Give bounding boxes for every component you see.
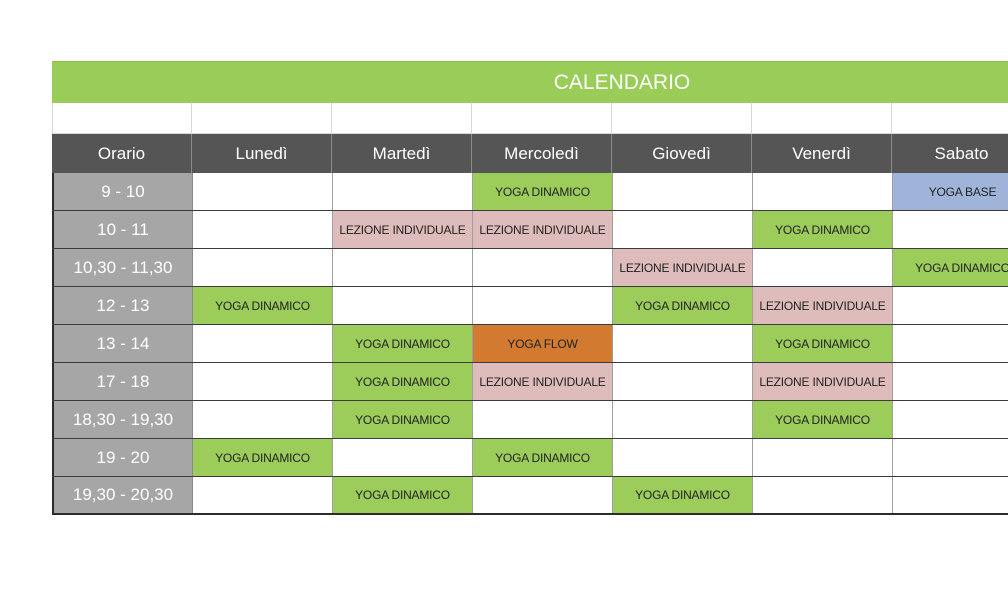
class-slot: YOGA DINAMICO — [333, 477, 473, 513]
empty-slot — [613, 363, 753, 400]
class-slot: YOGA DINAMICO — [753, 401, 893, 438]
empty-slot — [893, 439, 1008, 476]
time-cell: 9 - 10 — [52, 173, 193, 210]
class-slot: YOGA DINAMICO — [613, 477, 753, 513]
header-orario: Orario — [52, 134, 192, 173]
empty-slot — [893, 477, 1008, 513]
class-slot: YOGA DINAMICO — [473, 173, 613, 210]
class-slot: YOGA DINAMICO — [613, 287, 753, 324]
class-slot: LEZIONE INDIVIDUALE — [473, 211, 613, 248]
schedule-body: 9 - 10 YOGA DINAMICO YOGA BASE 10 - 11 LEZIO… — [52, 173, 1008, 515]
empty-slot — [893, 401, 1008, 438]
empty-slot — [753, 173, 893, 210]
empty-slot — [613, 325, 753, 362]
empty-cell — [892, 103, 1008, 134]
time-cell: 18,30 - 19,30 — [52, 401, 193, 438]
table-row: 13 - 14 YOGA DINAMICO YOGA FLOW YOGA DINAMI… — [52, 325, 1008, 363]
class-slot: YOGA DINAMICO — [473, 439, 613, 476]
table-row: 19 - 20 YOGA DINAMICO YOGA DINAMICO — [52, 439, 1008, 477]
time-cell: 13 - 14 — [52, 325, 193, 362]
class-slot: LEZIONE INDIVIDUALE — [613, 249, 753, 286]
time-cell: 19 - 20 — [52, 439, 193, 476]
class-slot: LEZIONE INDIVIDUALE — [333, 211, 473, 248]
empty-cell — [52, 103, 192, 134]
time-cell: 10,30 - 11,30 — [52, 249, 193, 286]
empty-slot — [193, 211, 333, 248]
empty-slot — [753, 439, 893, 476]
empty-slot — [893, 211, 1008, 248]
header-lunedi: Lunedì — [192, 134, 332, 173]
header-martedi: Martedì — [332, 134, 472, 173]
empty-slot — [333, 173, 473, 210]
class-slot: YOGA DINAMICO — [753, 211, 893, 248]
empty-slot — [753, 249, 893, 286]
empty-slot — [613, 401, 753, 438]
empty-slot — [193, 325, 333, 362]
time-cell: 19,30 - 20,30 — [52, 477, 193, 513]
empty-slot — [473, 287, 613, 324]
table-row: 9 - 10 YOGA DINAMICO YOGA BASE — [52, 173, 1008, 211]
empty-slot — [613, 439, 753, 476]
class-slot: YOGA DINAMICO — [753, 325, 893, 362]
empty-spacer-row — [52, 103, 1008, 134]
empty-slot — [193, 249, 333, 286]
empty-cell — [752, 103, 892, 134]
class-slot: YOGA BASE — [893, 173, 1008, 210]
table-row: 17 - 18 YOGA DINAMICO LEZIONE INDIVIDUALE L… — [52, 363, 1008, 401]
table-row: 10 - 11 LEZIONE INDIVIDUALE LEZIONE INDIVI… — [52, 211, 1008, 249]
empty-slot — [893, 287, 1008, 324]
empty-slot — [753, 477, 893, 513]
header-mercoledi: Mercoledì — [472, 134, 612, 173]
time-cell: 17 - 18 — [52, 363, 193, 400]
empty-slot — [613, 173, 753, 210]
empty-cell — [612, 103, 752, 134]
class-slot: YOGA DINAMICO — [193, 439, 333, 476]
table-row: 19,30 - 20,30 YOGA DINAMICO YOGA DINAMICO — [52, 477, 1008, 515]
empty-slot — [613, 211, 753, 248]
header-venerdi: Venerdì — [752, 134, 892, 173]
empty-slot — [333, 249, 473, 286]
empty-cell — [472, 103, 612, 134]
empty-cell — [332, 103, 472, 134]
empty-slot — [193, 363, 333, 400]
table-row: 10,30 - 11,30 LEZIONE INDIVIDUALE YOGA DIN… — [52, 249, 1008, 287]
calendar-title: CALENDARIO — [52, 61, 1008, 103]
empty-slot — [473, 401, 613, 438]
empty-slot — [333, 439, 473, 476]
header-giovedi: Giovedì — [612, 134, 752, 173]
calendar-sheet: CALENDARIO Orario Lunedì Martedì Mercole… — [52, 61, 1008, 515]
class-slot: LEZIONE INDIVIDUALE — [753, 287, 893, 324]
class-slot: LEZIONE INDIVIDUALE — [473, 363, 613, 400]
class-slot: YOGA DINAMICO — [333, 363, 473, 400]
empty-slot — [893, 325, 1008, 362]
time-cell: 12 - 13 — [52, 287, 193, 324]
class-slot: YOGA DINAMICO — [193, 287, 333, 324]
empty-slot — [333, 287, 473, 324]
empty-slot — [893, 363, 1008, 400]
empty-slot — [193, 401, 333, 438]
empty-slot — [193, 477, 333, 513]
header-row: Orario Lunedì Martedì Mercoledì Giovedì … — [52, 134, 1008, 173]
empty-slot — [473, 249, 613, 286]
class-slot: YOGA DINAMICO — [893, 249, 1008, 286]
class-slot: YOGA FLOW — [473, 325, 613, 362]
table-row: 18,30 - 19,30 YOGA DINAMICO YOGA DINAMICO — [52, 401, 1008, 439]
empty-cell — [192, 103, 332, 134]
time-cell: 10 - 11 — [52, 211, 193, 248]
class-slot: YOGA DINAMICO — [333, 325, 473, 362]
table-row: 12 - 13 YOGA DINAMICO YOGA DINAMICO LEZIONE… — [52, 287, 1008, 325]
class-slot: YOGA DINAMICO — [333, 401, 473, 438]
header-sabato: Sabato — [892, 134, 1008, 173]
empty-slot — [193, 173, 333, 210]
class-slot: LEZIONE INDIVIDUALE — [753, 363, 893, 400]
empty-slot — [473, 477, 613, 513]
